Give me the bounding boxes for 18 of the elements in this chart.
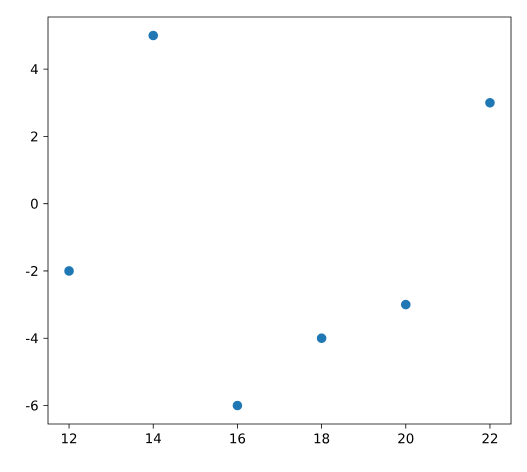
x-tick-label: 12 <box>62 433 76 444</box>
point <box>64 266 74 276</box>
point <box>485 98 495 108</box>
y-tick-label: 2 <box>31 131 38 142</box>
x-tick-label: 16 <box>230 433 246 444</box>
x-tick-label: 18 <box>314 433 330 444</box>
point <box>400 300 411 310</box>
point <box>316 333 326 344</box>
y-tick-label: -6 <box>26 400 38 411</box>
y-tick-label: 4 <box>30 64 38 74</box>
x-tick-label: 22 <box>482 433 498 444</box>
y-tick-label: 0 <box>31 198 38 209</box>
point <box>232 400 242 410</box>
x-tick-label: 20 <box>398 433 414 444</box>
y-tick-label: -4 <box>26 333 38 344</box>
y-tick-label: -2 <box>26 266 38 276</box>
x-tick-label: 14 <box>146 433 161 444</box>
point <box>148 30 158 40</box>
